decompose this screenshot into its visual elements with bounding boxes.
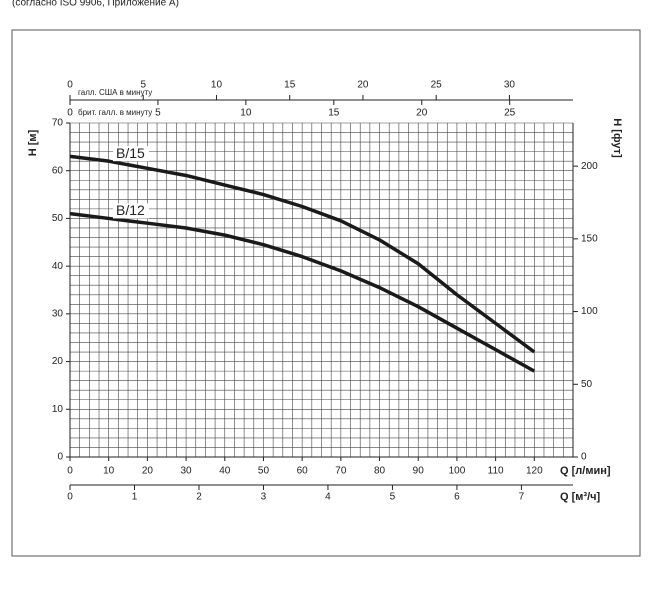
- uk_gallon_axis-tick-label: 25: [504, 108, 516, 119]
- x-tick-label: 70: [335, 466, 347, 477]
- m3h_axis-tick-label: 1: [132, 492, 138, 503]
- m3h_axis-tick-label: 7: [519, 492, 525, 503]
- legend-bg: [113, 146, 149, 162]
- y-tick-label: 20: [52, 356, 64, 367]
- y-tick-label: 40: [52, 261, 64, 272]
- x-tick-label: 30: [181, 466, 193, 477]
- m3h_axis-tick-label: 2: [196, 492, 202, 503]
- us_gallon_axis-tick-label: 30: [504, 80, 516, 91]
- uk_gallon_axis-tick-label: 15: [328, 108, 340, 119]
- uk_gallon_axis-label: брит. галл. в минуту: [78, 108, 152, 117]
- y2-tick-label: 100: [581, 306, 598, 317]
- x-tick-label: 100: [449, 466, 466, 477]
- us_gallon_axis-tick-label: 25: [431, 80, 443, 91]
- y2-tick-label: 200: [581, 161, 598, 172]
- m3h_axis-tick-label: 4: [325, 492, 331, 503]
- x-tick-label: 60: [297, 466, 309, 477]
- m3h_axis-tick-label: 0: [67, 492, 73, 503]
- legend-bg: [113, 203, 149, 219]
- legend-label: B/12: [116, 202, 145, 218]
- us_gallon_axis-tick-label: 15: [284, 80, 296, 91]
- frame: [11, 29, 641, 557]
- y2-label: H [фут]: [611, 118, 623, 158]
- us_gallon_axis-tick-label: 20: [357, 80, 369, 91]
- curve: [69, 211, 536, 373]
- x-tick-label: 50: [258, 466, 270, 477]
- y-tick-label: 50: [52, 213, 64, 224]
- x-tick-label: 110: [488, 466, 504, 477]
- y2-tick-label: 0: [581, 452, 587, 463]
- us_gallon_axis-tick-label: 10: [211, 80, 223, 91]
- y-tick-label: 30: [52, 308, 64, 319]
- x-tick-label: 0: [67, 466, 73, 477]
- note: (согласно ISO 9906, Приложение A): [12, 0, 179, 9]
- uk_gallon_axis-tick-label: 0: [67, 108, 73, 119]
- x-tick-label: 10: [103, 466, 115, 477]
- m3h_axis-tick-label: 6: [454, 492, 460, 503]
- x-tick-label: 80: [374, 466, 386, 477]
- y-tick-label: 0: [57, 452, 63, 463]
- uk_gallon_axis-tick-label: 5: [155, 108, 161, 119]
- y-tick-label: 10: [52, 404, 64, 415]
- legend-label: B/15: [116, 145, 145, 161]
- m3h_axis-tick-label: 3: [261, 492, 267, 503]
- y-tick-label: 60: [52, 165, 64, 176]
- us_gallon_axis-tick-label: 5: [140, 80, 146, 91]
- y-tick-label: 70: [52, 118, 64, 129]
- us_gallon_axis-tick-label: 0: [67, 80, 73, 91]
- uk_gallon_axis-tick-label: 10: [240, 108, 252, 119]
- y2-tick-label: 50: [581, 379, 593, 390]
- m3h_axis-tick-label: 5: [390, 492, 396, 503]
- us_gallon_axis-label: галл. США в минуту: [78, 88, 152, 97]
- x-label: Q [л/мин]: [560, 465, 611, 477]
- x-tick-label: 120: [526, 466, 543, 477]
- y2-tick-label: 150: [581, 233, 598, 244]
- x-tick-label: 90: [413, 466, 425, 477]
- x-tick-label: 40: [219, 466, 231, 477]
- y-label: H [м]: [27, 129, 39, 156]
- m3h_axis-label: Q [м³/ч]: [560, 491, 601, 503]
- x-tick-label: 20: [142, 466, 154, 477]
- uk_gallon_axis-tick-label: 20: [416, 108, 428, 119]
- curve: [69, 154, 536, 354]
